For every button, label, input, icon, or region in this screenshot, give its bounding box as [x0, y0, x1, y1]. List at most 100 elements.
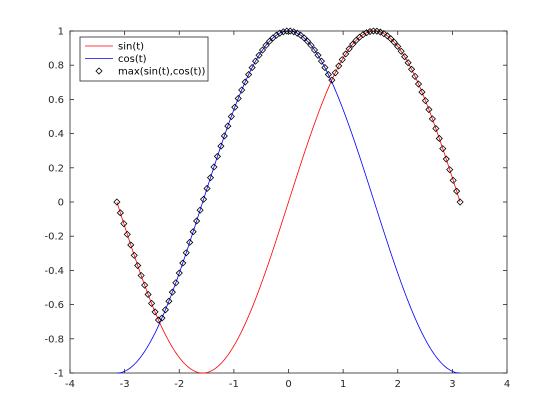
marker-point [397, 47, 405, 55]
marker-point [231, 103, 239, 111]
marker-point [227, 112, 235, 121]
marker-point [293, 29, 301, 37]
legend-label-sin: sin(t) [118, 42, 144, 53]
marker-point [376, 28, 384, 36]
marker-point [147, 299, 156, 307]
marker-point [189, 228, 197, 236]
series-line-cos [116, 30, 461, 374]
marker-point [331, 69, 339, 77]
marker-point [408, 65, 416, 73]
marker-point [196, 206, 204, 214]
marker-point [442, 155, 450, 163]
x-tick-label: -2 [174, 379, 184, 390]
y-tick-label: -1 [54, 369, 64, 380]
legend-box [79, 36, 209, 82]
y-tick-label: 0.6 [48, 95, 64, 106]
marker-point [338, 56, 346, 64]
marker-point [220, 132, 228, 140]
marker-point [421, 97, 430, 105]
marker-point [310, 46, 319, 54]
marker-point [279, 28, 287, 36]
marker-point [380, 30, 388, 38]
marker-point [345, 45, 353, 53]
marker-point [248, 64, 256, 72]
marker-point [276, 29, 284, 37]
x-tick-label: -3 [120, 379, 130, 390]
marker-point [127, 241, 135, 249]
x-tick-label: -1 [229, 379, 239, 390]
series-markers [113, 27, 464, 324]
marker-point [428, 115, 436, 123]
marker-point [414, 80, 423, 88]
marker-point [366, 27, 374, 36]
marker-point [217, 142, 225, 150]
marker-point [446, 166, 454, 174]
x-tick-label: 1 [340, 379, 346, 390]
marker-point [168, 288, 176, 296]
marker-point [137, 271, 145, 280]
marker-point [387, 35, 395, 43]
marker-point [349, 40, 357, 48]
marker-point [161, 306, 169, 314]
marker-point [314, 51, 322, 59]
marker-point [123, 230, 131, 238]
tick-marks [69, 30, 508, 374]
x-tick-label: 2 [395, 379, 401, 390]
marker-point [210, 163, 218, 171]
marker-point [224, 122, 232, 130]
legend-swatch-max [95, 67, 103, 75]
marker-point [203, 184, 211, 193]
marker-point [456, 198, 464, 206]
marker-point [383, 32, 391, 40]
marker-point [290, 28, 298, 36]
marker-point [182, 249, 190, 257]
x-tick-label: 4 [504, 379, 510, 390]
marker-point [186, 238, 194, 246]
marker-point [342, 50, 350, 58]
legend: sin(t)cos(t) max(sin(t),cos(t)) [79, 36, 209, 82]
series-line-sin [116, 30, 461, 374]
marker-point [255, 51, 263, 59]
x-tick-label: 0 [285, 379, 291, 390]
marker-point [317, 57, 326, 65]
marker-point [297, 31, 305, 39]
marker-point [238, 86, 246, 94]
marker-point [307, 41, 315, 49]
marker-point [158, 314, 166, 322]
marker-point [328, 76, 336, 84]
marker-point [324, 70, 332, 79]
marker-point [213, 152, 221, 160]
marker-point [321, 64, 329, 72]
marker-point [151, 308, 159, 316]
marker-point [300, 34, 308, 42]
marker-point [394, 42, 402, 51]
marker-point [411, 72, 419, 80]
y-tick-label: 0.2 [48, 163, 64, 174]
y-tick-label: 0 [58, 198, 64, 209]
plot-area: -4 -3 -2 -1 0 1 2 3 4 -1 -0.8 -0.6 -0.4 -0.2 0 0.2 0.4 0.… [44, 27, 510, 391]
marker-point [401, 53, 409, 61]
tick-labels: -4 -3 -2 -1 0 1 2 3 4 -1 -0.8 -0.6 -0.4 -0.2 0 0.2 0.4 0.… [44, 27, 510, 391]
y-tick-label: -0.6 [44, 300, 64, 311]
y-tick-label: 0.4 [48, 129, 64, 140]
marker-point [234, 94, 242, 103]
marker-point [262, 41, 270, 49]
y-tick-label: 0.8 [48, 61, 64, 72]
marker-point [258, 46, 267, 54]
marker-point [435, 134, 443, 143]
y-tick-label: -0.8 [44, 334, 64, 345]
marker-point [141, 281, 149, 289]
marker-point [175, 269, 183, 277]
marker-point [449, 176, 457, 184]
marker-point [199, 195, 208, 203]
marker-point [206, 174, 215, 182]
marker-point [304, 37, 312, 45]
series-lines [116, 30, 461, 374]
marker-point [390, 38, 398, 46]
marker-point [453, 187, 461, 195]
marker-point [116, 209, 124, 217]
marker-point [130, 251, 138, 259]
marker-point [120, 220, 128, 228]
marker-point [134, 261, 142, 270]
